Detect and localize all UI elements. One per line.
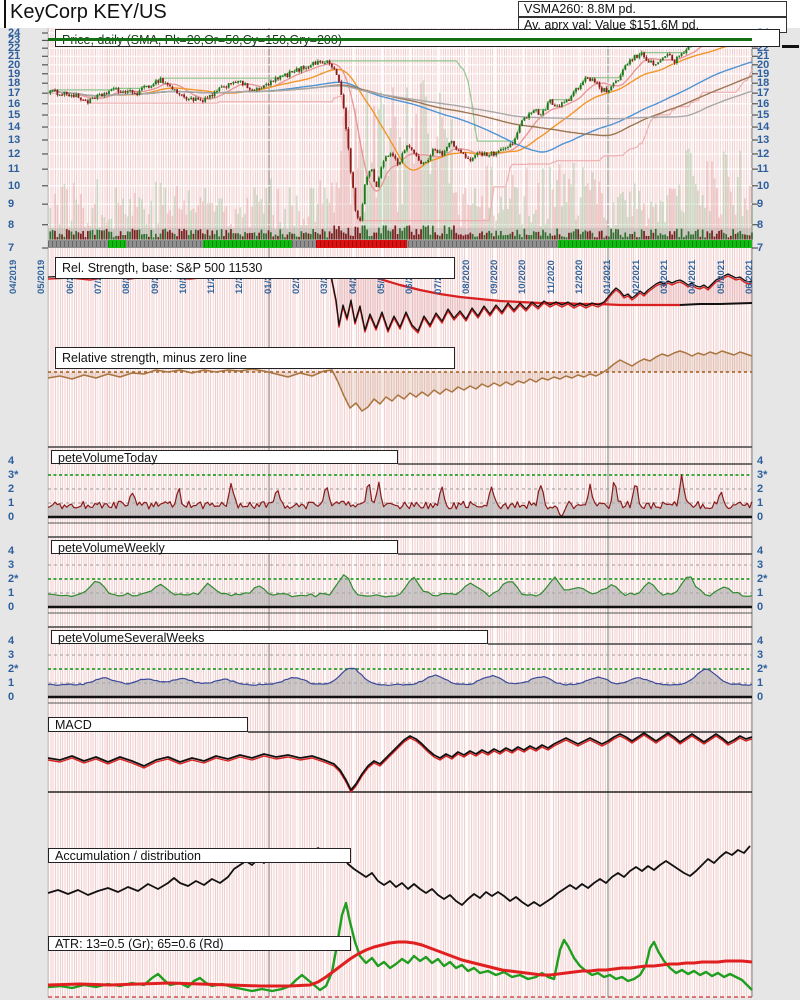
macd-panel-label: MACD (48, 717, 248, 732)
axis-label: 17 (8, 87, 21, 100)
axis-label: 8 (757, 218, 764, 231)
axis-label: 2 (8, 483, 15, 495)
axis-label: 20 (757, 58, 770, 71)
date-axis-label: 11/2020 (545, 260, 557, 294)
axis-label: 16 (8, 97, 21, 110)
axis-label: 23 (8, 34, 21, 47)
axis-label: 22 (8, 42, 21, 55)
axis-label: 17 (757, 87, 770, 100)
vsma-infobox: VSMA260: 8.8M pd. (518, 1, 787, 17)
last-price-marker (782, 45, 799, 48)
axis-label: 11 (757, 163, 769, 176)
axis-label: 0 (757, 691, 764, 703)
axis-label: 14 (757, 121, 770, 134)
axis-label: 3 (8, 559, 15, 571)
axis-label: 0 (8, 511, 15, 523)
axis-label: 0 (8, 601, 15, 613)
volume-several-weeks-panel-label: peteVolumeSeveralWeeks (51, 630, 488, 644)
volume-today-panel-label: peteVolumeToday (51, 450, 398, 464)
axis-label: 13 (8, 133, 21, 146)
page-title: KeyCorp KEY/US (10, 1, 167, 23)
date-axis-label: 05/2019 (36, 259, 48, 294)
date-axis-label: 05/2021 (715, 259, 727, 294)
axis-label: 2* (757, 573, 768, 585)
axis-label: 19 (8, 67, 21, 80)
axis-label: 1 (8, 497, 15, 509)
title-left-border (4, 0, 6, 28)
date-axis-label: 09/2020 (489, 259, 501, 294)
axis-label: 2 (757, 483, 764, 495)
axis-label: 1 (757, 587, 764, 599)
axis-label: 4 (8, 455, 15, 467)
axis-label: 10 (757, 179, 770, 192)
axis-label: 11 (8, 163, 20, 176)
date-axis-label: 08/2020 (460, 259, 472, 294)
axis-label: 4 (757, 635, 764, 647)
accumulation-panel-label: Accumulation / distribution (48, 848, 351, 863)
axis-label: 4 (757, 545, 764, 557)
date-axis-label: 01/2021 (602, 259, 614, 294)
axis-label: 9 (757, 198, 764, 211)
axis-label: 7 (757, 242, 764, 254)
axis-label: 24 (8, 27, 21, 39)
rel-strength-panel-label: Rel. Strength, base: S&P 500 11530 (55, 257, 455, 279)
axis-label: 1 (757, 677, 764, 689)
date-axis-label: 12/2020 (574, 259, 585, 294)
axis-label: 4 (8, 635, 15, 647)
date-axis-label: 06/2021 (743, 259, 755, 294)
axis-label: 10 (8, 179, 21, 192)
axis-label: 0 (757, 511, 764, 523)
axis-label: 1 (8, 677, 15, 689)
axis-label: 8 (8, 218, 15, 231)
axis-label: 3* (757, 469, 768, 481)
axis-label: 1 (8, 587, 15, 599)
axis-label: 3* (8, 469, 19, 481)
axis-label: 12 (757, 147, 770, 160)
axis-label: 3 (757, 559, 764, 571)
axis-label: 15 (8, 109, 21, 122)
axis-label: 3 (757, 649, 764, 661)
date-axis-label: 10/2020 (517, 259, 529, 294)
axis-label: 1 (757, 497, 764, 509)
axis-label: 15 (757, 109, 770, 122)
axis-label: 2* (8, 663, 19, 675)
axis-label: 19 (757, 67, 770, 80)
axis-label: 0 (8, 691, 15, 703)
axis-label: 21 (757, 50, 770, 63)
rel-strength-zero-panel-label: Relative strength, minus zero line (55, 347, 455, 369)
axis-label: 7 (8, 242, 15, 254)
axis-label: 2* (8, 573, 19, 585)
axis-label: 4 (8, 545, 15, 557)
axis-label: 14 (8, 121, 21, 134)
price-alert-line (48, 38, 752, 41)
axis-label: 9 (8, 198, 15, 211)
axis-label: 13 (757, 133, 770, 146)
axis-label: 18 (757, 77, 770, 90)
axis-label: 0 (757, 601, 764, 613)
axis-label: 16 (757, 97, 770, 110)
axis-label: 12 (8, 147, 21, 160)
axis-label: 20 (8, 58, 21, 71)
atr-panel-label: ATR: 13=0.5 (Gr); 65=0.6 (Rd) (48, 936, 351, 951)
date-axis-label: 04/2021 (687, 259, 699, 294)
axis-label: 21 (8, 50, 21, 63)
axis-label: 3 (8, 649, 15, 661)
axis-label: 18 (8, 77, 21, 90)
date-axis-label: 02/2021 (630, 259, 642, 294)
axis-label: 4 (757, 455, 764, 467)
volume-weekly-panel-label: peteVolumeWeekly (51, 540, 398, 554)
date-axis-label: 03/2021 (658, 259, 670, 294)
axis-label: 2* (757, 663, 768, 675)
